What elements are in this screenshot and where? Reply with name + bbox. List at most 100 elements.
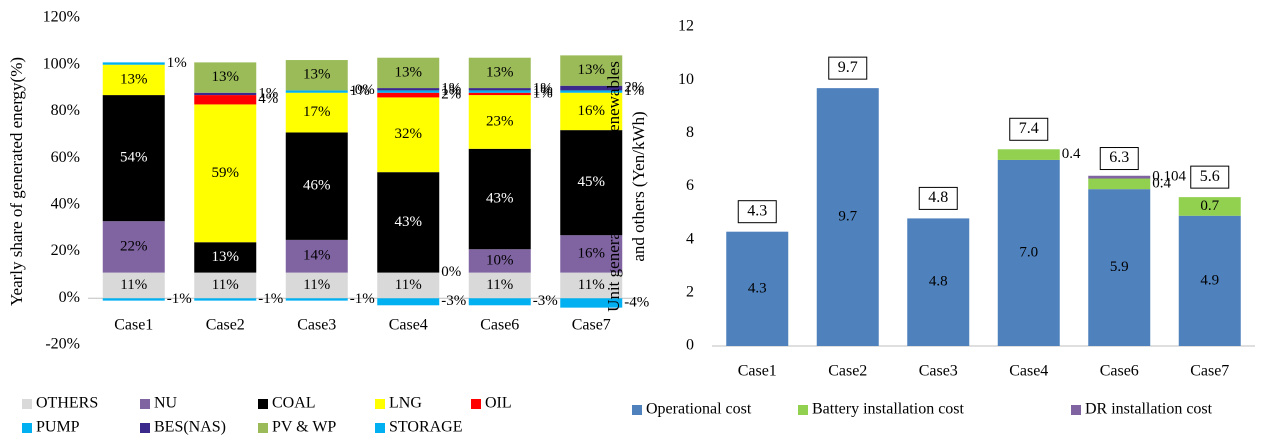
y-tick-label: 60% bbox=[51, 149, 80, 166]
data-label: 2% bbox=[624, 80, 644, 96]
data-label: 11% bbox=[120, 277, 147, 293]
legend-swatch bbox=[798, 405, 808, 415]
bar-segment bbox=[377, 272, 440, 299]
bar-segment bbox=[726, 231, 789, 346]
total-box bbox=[918, 186, 958, 210]
data-label: 1% bbox=[441, 81, 461, 97]
bar-segment bbox=[468, 272, 531, 299]
data-label: 13% bbox=[578, 62, 606, 78]
data-label: 23% bbox=[486, 113, 514, 129]
bar-segment bbox=[997, 159, 1060, 346]
total-label: 6.3 bbox=[1109, 149, 1129, 166]
bar-segment bbox=[468, 249, 531, 273]
bar-segment bbox=[1088, 175, 1151, 179]
y-tick-label: 2 bbox=[686, 284, 694, 301]
data-label: 7.0 bbox=[1019, 244, 1038, 260]
legend-label: PUMP bbox=[36, 419, 80, 436]
legend-label: COAL bbox=[272, 395, 316, 412]
bar-segment bbox=[102, 221, 165, 273]
data-label: 22% bbox=[120, 238, 148, 254]
data-label: 11% bbox=[578, 277, 605, 293]
x-tick-label: Case6 bbox=[1100, 363, 1139, 380]
bar-segment bbox=[194, 62, 257, 93]
data-label: 0.7 bbox=[1200, 198, 1219, 214]
legend-swatch bbox=[258, 423, 268, 433]
bar-segment bbox=[377, 172, 440, 273]
y-tick-label: 8 bbox=[686, 124, 694, 141]
y-tick-label: 20% bbox=[51, 242, 80, 259]
legend-swatch bbox=[22, 423, 32, 433]
data-label: 0.104 bbox=[1152, 169, 1186, 185]
legend-label: NU bbox=[154, 395, 178, 412]
data-label: -1% bbox=[167, 291, 192, 307]
bar-segment bbox=[102, 64, 165, 96]
bar-segment bbox=[377, 92, 440, 98]
y-tick-label: 4 bbox=[686, 230, 694, 247]
data-label: 2% bbox=[441, 87, 461, 103]
legend-label: OTHERS bbox=[36, 395, 98, 412]
bar-segment bbox=[1178, 197, 1241, 216]
data-label: 45% bbox=[578, 174, 606, 190]
bar-segment bbox=[194, 242, 257, 273]
bar-segment bbox=[194, 104, 257, 243]
data-label: -1% bbox=[350, 291, 375, 307]
data-label: 59% bbox=[212, 165, 240, 181]
data-label: 46% bbox=[303, 178, 331, 194]
x-tick-label: Case2 bbox=[206, 317, 245, 334]
x-tick-label: Case7 bbox=[572, 317, 611, 334]
legend-swatch bbox=[1071, 405, 1081, 415]
y-axis-label: Unit generation cost exc. renewables bbox=[604, 61, 623, 312]
data-label: 13% bbox=[486, 64, 514, 80]
bar-segment bbox=[285, 60, 348, 91]
data-label: 43% bbox=[486, 190, 514, 206]
total-box bbox=[1009, 117, 1049, 141]
data-label: -4% bbox=[624, 294, 649, 310]
legend-label: STORAGE bbox=[389, 419, 463, 436]
data-label: -3% bbox=[533, 293, 558, 309]
y-tick-label: 0% bbox=[59, 289, 80, 306]
bar-segment bbox=[102, 95, 165, 222]
x-tick-label: Case6 bbox=[480, 317, 519, 334]
data-label: 1% bbox=[350, 83, 370, 99]
bar-segment bbox=[194, 92, 257, 96]
bar-segment bbox=[194, 95, 257, 105]
legend-label: Operational cost bbox=[646, 401, 752, 418]
bar-segment bbox=[468, 90, 531, 93]
legend-swatch bbox=[140, 423, 150, 433]
data-label: 0.4 bbox=[1062, 146, 1081, 162]
data-label: 13% bbox=[120, 71, 148, 87]
bar-segment bbox=[194, 272, 257, 299]
data-label: 1% bbox=[533, 85, 553, 101]
x-tick-label: Case4 bbox=[1009, 363, 1048, 380]
data-label: 9.7 bbox=[838, 209, 857, 225]
data-label: 0% bbox=[441, 264, 461, 280]
bar-segment bbox=[468, 57, 531, 89]
data-label: 13% bbox=[212, 69, 240, 85]
x-tick-label: Case1 bbox=[114, 317, 153, 334]
bar-segment bbox=[377, 97, 440, 173]
y-tick-label: 100% bbox=[43, 55, 80, 72]
x-tick-label: Case3 bbox=[919, 363, 958, 380]
bar-segment bbox=[560, 298, 623, 308]
bar-segment bbox=[285, 272, 348, 299]
legend-label: Battery installation cost bbox=[812, 401, 965, 418]
y-tick-label: 0 bbox=[686, 337, 694, 354]
total-label: 5.6 bbox=[1200, 168, 1220, 185]
total-label: 9.7 bbox=[838, 59, 858, 76]
bar-segment bbox=[560, 55, 623, 86]
total-label: 7.4 bbox=[1019, 120, 1039, 137]
bar-segment bbox=[468, 88, 531, 91]
x-tick-label: Case2 bbox=[828, 363, 867, 380]
data-label: 16% bbox=[578, 245, 606, 261]
y-tick-label: 10 bbox=[678, 71, 694, 88]
legend-swatch bbox=[375, 423, 385, 433]
y-tick-label: 120% bbox=[43, 9, 80, 26]
legend-label: PV & WP bbox=[272, 419, 336, 436]
data-label: 11% bbox=[303, 277, 330, 293]
data-label: 17% bbox=[303, 104, 331, 120]
legend-swatch bbox=[375, 399, 385, 409]
bar-segment bbox=[377, 298, 440, 306]
data-label: 1% bbox=[167, 55, 187, 71]
legend-swatch bbox=[471, 399, 481, 409]
